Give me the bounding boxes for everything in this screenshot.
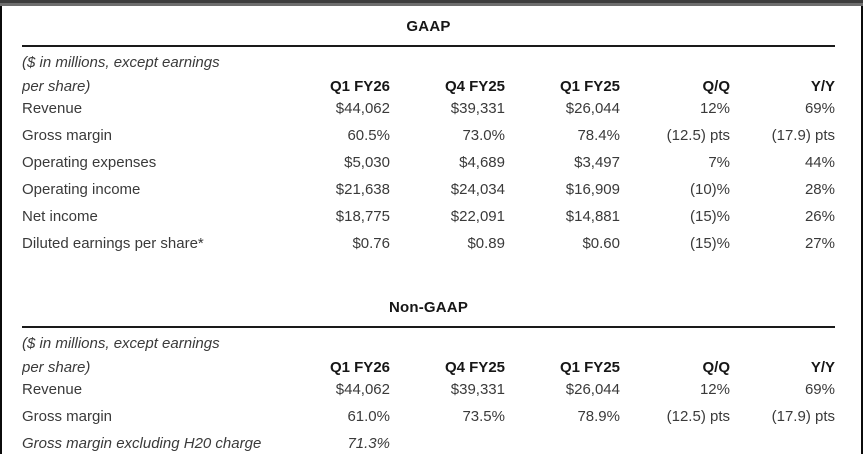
table-row-gross-margin: Gross margin 60.5% 73.0% 78.4% (12.5) pt… <box>22 122 835 149</box>
table-row-revenue: Revenue $44,062 $39,331 $26,044 12% 69% <box>22 95 835 122</box>
cell-value: (12.5) pts <box>666 408 730 425</box>
cell-value <box>505 430 620 457</box>
cell-value: 69% <box>804 100 835 117</box>
cell-value: (15)% <box>689 208 730 225</box>
window-top-bar-dark <box>0 0 863 3</box>
column-header-yy: Y/Y <box>810 359 835 376</box>
cell-value: (17.9) pts <box>771 408 835 425</box>
cell-value <box>730 430 835 457</box>
cell-value: $24,034 <box>450 181 505 198</box>
table-row-operating-income: Operating income $21,638 $24,034 $16,909… <box>22 176 835 203</box>
cell-value: 69% <box>804 381 835 398</box>
non-gaap-section: Non-GAAP ($ in millions, except earnings… <box>22 287 835 457</box>
table-row-operating-expenses: Operating expenses $5,030 $4,689 $3,497 … <box>22 149 835 176</box>
row-label: Revenue <box>22 100 83 117</box>
cell-value: 61.0% <box>347 408 390 425</box>
cell-value: $0.60 <box>582 235 620 252</box>
cell-value: $39,331 <box>450 100 505 117</box>
cell-value: 44% <box>804 154 835 171</box>
row-label: Gross margin excluding H20 charge <box>22 435 262 452</box>
cell-value: (12.5) pts <box>666 127 730 144</box>
table-row-gross-margin-ex-h20: Gross margin excluding H20 charge 71.3% <box>22 430 835 457</box>
cell-value: $44,062 <box>335 100 390 117</box>
unit-note-line1: ($ in millions, except earnings <box>22 54 220 71</box>
cell-value: $5,030 <box>344 154 390 171</box>
cell-value <box>390 430 505 457</box>
cell-value: $21,638 <box>335 181 390 198</box>
column-header-row: per share) Q1 FY26 Q4 FY25 Q1 FY25 Q/Q Y… <box>22 352 835 376</box>
cell-value: 78.9% <box>577 408 620 425</box>
cell-value: 27% <box>804 235 835 252</box>
non-gaap-financial-table: ($ in millions, except earnings per shar… <box>22 328 835 457</box>
table-row-gross-margin: Gross margin 61.0% 73.5% 78.9% (12.5) pt… <box>22 403 835 430</box>
cell-value: $44,062 <box>335 381 390 398</box>
column-header-yy: Y/Y <box>810 78 835 95</box>
cell-value: (15)% <box>689 235 730 252</box>
cell-value: 28% <box>804 181 835 198</box>
cell-value: $39,331 <box>450 381 505 398</box>
cell-value: $0.76 <box>352 235 390 252</box>
gaap-financial-table: ($ in millions, except earnings per shar… <box>22 47 835 257</box>
cell-value: $14,881 <box>565 208 620 225</box>
cell-value: $26,044 <box>565 100 620 117</box>
row-label: Diluted earnings per share* <box>22 235 204 252</box>
cell-value: $4,689 <box>459 154 505 171</box>
column-header-q1fy26: Q1 FY26 <box>329 359 390 376</box>
column-header-q1fy26: Q1 FY26 <box>329 78 390 95</box>
unit-note-line1: ($ in millions, except earnings <box>22 335 220 352</box>
row-label: Operating income <box>22 181 141 198</box>
cell-value <box>620 430 730 457</box>
row-label: Gross margin <box>22 408 113 425</box>
gaap-section-header: GAAP <box>22 6 835 47</box>
cell-value: 60.5% <box>347 127 390 144</box>
cell-value: 7% <box>708 154 730 171</box>
cell-value: $16,909 <box>565 181 620 198</box>
cell-value: $3,497 <box>574 154 620 171</box>
column-header-q4fy25: Q4 FY25 <box>444 359 505 376</box>
unit-note-row-1: ($ in millions, except earnings <box>22 47 835 71</box>
cell-value: 12% <box>699 100 730 117</box>
section-title-non-gaap: Non-GAAP <box>388 299 469 316</box>
table-row-diluted-eps: Diluted earnings per share* $0.76 $0.89 … <box>22 230 835 257</box>
column-header-q1fy25: Q1 FY25 <box>559 359 620 376</box>
row-label: Operating expenses <box>22 154 157 171</box>
section-title-gaap: GAAP <box>406 18 451 35</box>
cell-value: 73.0% <box>462 127 505 144</box>
cell-value: 26% <box>804 208 835 225</box>
gaap-section: GAAP ($ in millions, except earnings per… <box>22 6 835 257</box>
cell-value: 12% <box>699 381 730 398</box>
cell-value: 73.5% <box>462 408 505 425</box>
table-row-revenue: Revenue $44,062 $39,331 $26,044 12% 69% <box>22 376 835 403</box>
row-label: Revenue <box>22 381 83 398</box>
column-header-qq: Q/Q <box>702 359 730 376</box>
unit-note-line2: per share) <box>22 78 91 95</box>
cell-value: $22,091 <box>450 208 505 225</box>
column-header-row: per share) Q1 FY26 Q4 FY25 Q1 FY25 Q/Q Y… <box>22 71 835 95</box>
cell-value: $0.89 <box>467 235 505 252</box>
column-header-qq: Q/Q <box>702 78 730 95</box>
spacer-cell <box>275 47 835 71</box>
row-label: Gross margin <box>22 127 113 144</box>
cell-value: 71.3% <box>347 435 390 452</box>
table-row-net-income: Net income $18,775 $22,091 $14,881 (15)%… <box>22 203 835 230</box>
report-page: GAAP ($ in millions, except earnings per… <box>0 6 863 454</box>
column-header-q4fy25: Q4 FY25 <box>444 78 505 95</box>
spacer-cell <box>275 328 835 352</box>
cell-value: $18,775 <box>335 208 390 225</box>
unit-note-row-1: ($ in millions, except earnings <box>22 328 835 352</box>
unit-note-line2: per share) <box>22 359 91 376</box>
cell-value: 78.4% <box>577 127 620 144</box>
row-label: Net income <box>22 208 98 225</box>
column-header-q1fy25: Q1 FY25 <box>559 78 620 95</box>
cell-value: (10)% <box>689 181 730 198</box>
non-gaap-section-header: Non-GAAP <box>22 287 835 328</box>
cell-value: (17.9) pts <box>771 127 835 144</box>
window-top-bar-light <box>0 3 863 6</box>
cell-value: $26,044 <box>565 381 620 398</box>
